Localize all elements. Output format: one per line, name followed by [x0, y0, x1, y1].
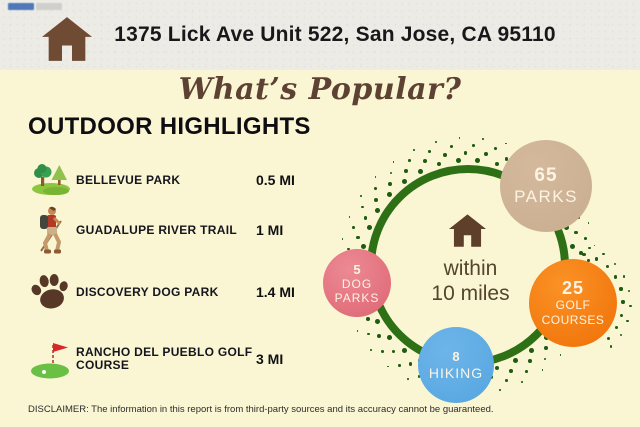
property-address: 1375 Lick Ave Unit 522, San Jose, CA 951…: [114, 23, 556, 46]
disclaimer-text: DISCLAIMER: The information in this repo…: [28, 404, 494, 415]
radius-caption-line1: within: [443, 257, 498, 280]
watermark-logo: [8, 3, 62, 10]
address-banner: 1375 Lick Ave Unit 522, San Jose, CA 951…: [0, 0, 640, 70]
highlight-row-guadalupe-river-trail: GUADALUPE RIVER TRAIL 1 MI: [26, 204, 318, 256]
stat-label: PARKS: [514, 187, 578, 206]
stat-label: PARKS: [334, 290, 380, 305]
highlight-row-rancho-del-pueblo-golf-course: RANCHO DEL PUEBLO GOLF COURSE 3 MI: [26, 334, 318, 384]
stat-bubble-hiking: 8 HIKING: [418, 327, 494, 403]
hiker-icon: [26, 205, 76, 255]
golf-icon: [26, 339, 76, 379]
highlight-distance: 0.5 MI: [256, 172, 295, 188]
radius-caption: within 10 miles: [398, 256, 543, 306]
watermark-gray-mark: [36, 3, 62, 10]
page-title: What’s Popular?: [178, 72, 462, 107]
paw-icon: [26, 270, 76, 314]
radius-ring: [367, 165, 569, 367]
section-title: OUTDOOR HIGHLIGHTS: [28, 113, 311, 140]
watermark-blue-mark: [8, 3, 34, 10]
highlight-name: BELLEVUE PARK: [76, 172, 181, 187]
highlight-distance: 1.4 MI: [256, 284, 295, 300]
highlight-row-discovery-dog-park: DISCOVERY DOG PARK 1.4 MI: [26, 266, 318, 318]
stat-bubble-parks: 65 PARKS: [500, 140, 592, 232]
highlight-distance: 1 MI: [256, 222, 284, 238]
stat-count: 25: [561, 278, 585, 298]
park-icon: [26, 164, 76, 196]
stat-bubble-golf-courses: 25 GOLF COURSES: [529, 259, 617, 347]
highlight-name: DISCOVERY DOG PARK: [76, 284, 219, 299]
home-icon: [449, 214, 486, 247]
stat-count: 65: [534, 165, 558, 186]
stat-count: 8: [452, 348, 460, 364]
stat-bubble-dog-parks: 5 DOG PARKS: [323, 249, 391, 317]
stat-count: 5: [353, 261, 361, 277]
highlight-name: RANCHO DEL PUEBLO GOLF COURSE: [76, 345, 253, 372]
highlight-distance: 3 MI: [256, 351, 284, 367]
highlight-row-bellevue-park: BELLEVUE PARK 0.5 MI: [26, 160, 318, 200]
radius-caption-line2: 10 miles: [431, 282, 510, 305]
highlight-name: GUADALUPE RIVER TRAIL: [76, 222, 237, 237]
stat-label: GOLF: [555, 298, 591, 312]
stat-label: HIKING: [428, 364, 484, 381]
home-icon: [42, 17, 92, 61]
stat-label: DOG: [341, 276, 373, 291]
stat-label: COURSES: [541, 313, 605, 327]
